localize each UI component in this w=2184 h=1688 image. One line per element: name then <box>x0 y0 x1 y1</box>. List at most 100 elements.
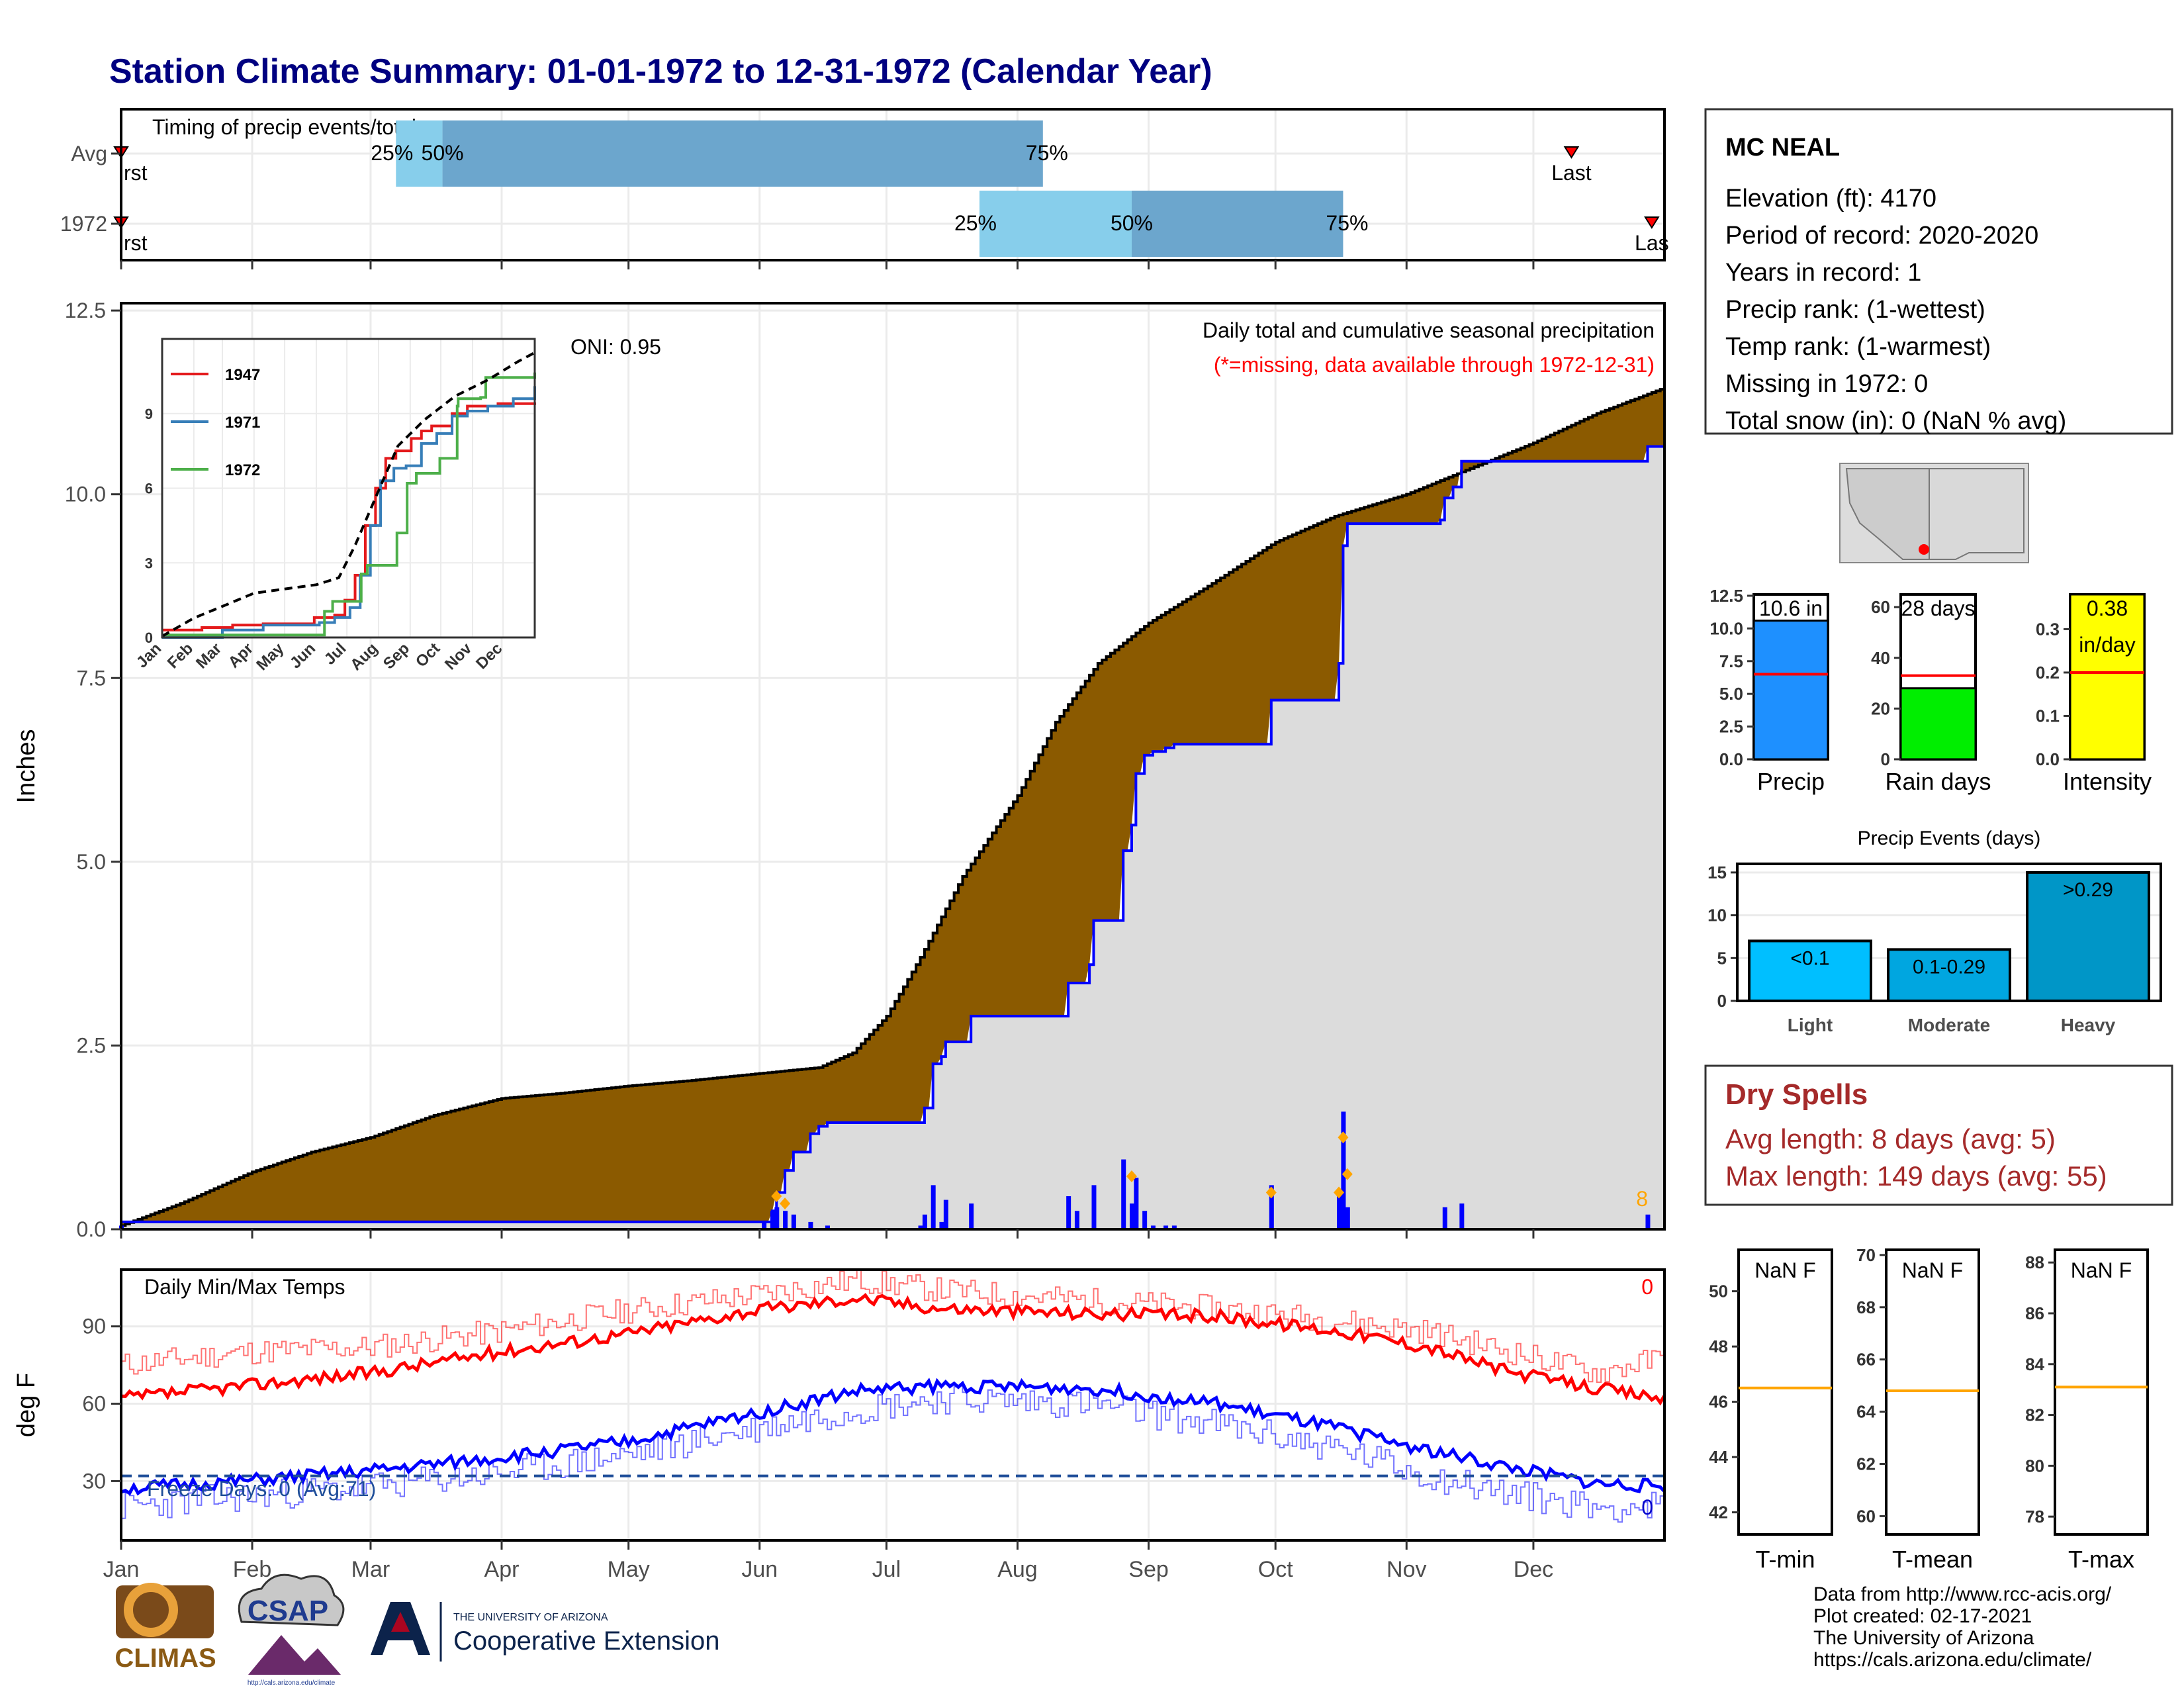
mini-ytick-label: 10.0 <box>1709 618 1743 638</box>
month-label: Jan <box>103 1557 140 1582</box>
events-bar-range: >0.29 <box>2063 879 2113 901</box>
temps-label: Daily Min/Max Temps <box>144 1275 345 1299</box>
temp-box-label: T-max <box>2068 1546 2134 1573</box>
daily-precip-bar <box>1341 1111 1346 1229</box>
daily-precip-bar <box>791 1214 796 1229</box>
month-label: Jun <box>741 1557 778 1582</box>
mini-bar-rain-days <box>1899 687 1977 761</box>
temp-box-frame <box>1737 1248 1833 1536</box>
daily-precip-bar <box>939 1221 944 1229</box>
temp-box-value: NaN F <box>1902 1258 1963 1282</box>
ua-big-text: Cooperative Extension <box>453 1626 719 1656</box>
mini-ytick-label: 40 <box>1871 648 1890 668</box>
credit-line: Plot created: 02-17-2021 <box>1813 1605 2032 1627</box>
mini-ytick-label: 0 <box>1881 749 1890 769</box>
temp-box-ytick-label: 84 <box>2025 1354 2044 1374</box>
heavy-event-marker <box>1126 1170 1137 1183</box>
events-bar-moderate <box>1887 948 2011 1002</box>
inset-ytick-label: 0 <box>145 630 153 646</box>
dry-spells-box: Dry Spells Avg length: 8 days (avg: 5) Max… <box>1704 1064 2173 1206</box>
temp-box-ytick-label: 42 <box>1709 1503 1728 1523</box>
daily-precip-bar <box>770 1211 775 1229</box>
missing-note: (*=missing, data available through 1972-… <box>1214 353 1655 377</box>
csap-mountain-graphic <box>248 1635 341 1675</box>
temp-box-ytick-label: 46 <box>1709 1392 1728 1412</box>
daily-precip-bar <box>1269 1185 1274 1229</box>
station-name: MC NEAL <box>1725 134 1840 162</box>
mini-ytick-label: 5.0 <box>1719 684 1743 704</box>
mini-bar-intensity <box>2069 593 2146 761</box>
deficit-area <box>121 387 1664 1226</box>
mini-chart-label: Rain days <box>1885 768 1991 795</box>
month-label: Nov <box>1387 1557 1426 1582</box>
timing-bar-25-50 <box>979 191 1132 257</box>
ua-small-text: THE UNIVERSITY OF ARIZONA <box>453 1612 608 1623</box>
mini-ytick-label: 60 <box>1871 597 1890 617</box>
month-label: Jul <box>872 1557 901 1582</box>
timing-bar-50-75 <box>1131 191 1343 257</box>
events-bar-range: 0.1-0.29 <box>1913 956 1985 978</box>
station-info-line: Years in record: 1 <box>1725 259 1921 287</box>
events-bar-light <box>1748 939 1872 1002</box>
mini-ytick-label: 20 <box>1871 698 1890 718</box>
freeze-days-label: Freeze Days: 0 (Avg:71) <box>147 1477 376 1501</box>
timing-bar-25-50 <box>396 120 443 187</box>
station-info-line: Period of record: 2020-2020 <box>1725 222 2038 250</box>
station-info-box: MC NEAL Elevation (ft): 4170 Period of rec… <box>1704 108 2173 435</box>
daily-precip-bar <box>969 1203 974 1229</box>
temps-ytick-label: 30 <box>82 1469 106 1493</box>
daily-precip-bar <box>1121 1159 1126 1229</box>
temp-box-ytick-label: 80 <box>2025 1456 2044 1476</box>
timing-q25-label: 25% <box>371 141 413 165</box>
timing-first-label: rst <box>124 161 148 185</box>
daily-precip-bar <box>1150 1225 1156 1229</box>
daily-precip-bar <box>1345 1207 1350 1229</box>
events-title: Precip Events (days) <box>1858 827 2041 849</box>
precip-events-chart: Precip Events (days) 0 5 10 15 <0.1 Light 0.1-0… <box>1707 827 2162 1035</box>
inset-legend-label: 1971 <box>225 414 260 432</box>
timing-label: Timing of precip events/totals <box>152 115 427 139</box>
dry-spells-line: Max length: 149 days (avg: 55) <box>1725 1160 2107 1192</box>
events-ytick-label: 15 <box>1707 863 1727 882</box>
station-location-map <box>1839 463 2029 563</box>
temp-box-ytick-label: 62 <box>1856 1454 1876 1474</box>
daily-precip-bar <box>783 1211 788 1229</box>
climas-logo-text: CLIMAS <box>114 1644 216 1673</box>
station-info-line: Precip rank: (1-wettest) <box>1725 296 1985 324</box>
temps-ylabel: deg F <box>13 1373 40 1437</box>
mini-ytick-label: 0.2 <box>2036 663 2060 682</box>
mini-value-label: 10.6 in <box>1759 596 1823 620</box>
events-bar-label: Light <box>1788 1015 1833 1035</box>
timing-q25-label: 25% <box>954 211 997 235</box>
inset-legend-label: 1947 <box>225 366 260 384</box>
footer: Data from http://www.rcc-acis.org/Plot c… <box>114 1573 2112 1687</box>
map-state-newmexico <box>1929 468 2025 560</box>
mini-chart-label: Precip <box>1757 768 1825 795</box>
timing-row-name: Avg <box>71 142 107 165</box>
temp-box-ytick-label: 50 <box>1709 1282 1728 1301</box>
timing-row-name: 1972 <box>60 212 107 236</box>
missing-count: 8 <box>1636 1187 1648 1211</box>
daily-precip-bar <box>1645 1214 1651 1229</box>
mini-ytick-label: 12.5 <box>1709 586 1743 606</box>
daily-precip-bar <box>1442 1207 1447 1229</box>
timing-last-label: Last <box>1551 161 1592 185</box>
temp-box-ytick-label: 86 <box>2025 1303 2044 1323</box>
credit-line: https://cals.arizona.edu/climate/ <box>1813 1649 2092 1671</box>
timing-q75-label: 75% <box>1026 141 1068 165</box>
month-label: Mar <box>351 1557 390 1582</box>
inset-ytick-label: 9 <box>145 406 153 422</box>
observed-max-temp-line <box>121 1268 1665 1383</box>
events-bar-range: <0.1 <box>1790 947 1829 969</box>
events-ytick-label: 0 <box>1717 991 1727 1011</box>
station-info-line: Total snow (in): 0 (NaN % avg) <box>1725 407 2066 435</box>
month-label: Oct <box>1258 1557 1293 1582</box>
daily-precip-bar <box>762 1221 767 1229</box>
daily-precip-bar <box>774 1207 780 1229</box>
precip-ytick-label: 2.5 <box>77 1033 106 1057</box>
precip-frame <box>120 302 1666 1231</box>
daily-precip-bar <box>943 1199 948 1229</box>
station-info-line: Temp rank: (1-warmest) <box>1725 333 1991 361</box>
